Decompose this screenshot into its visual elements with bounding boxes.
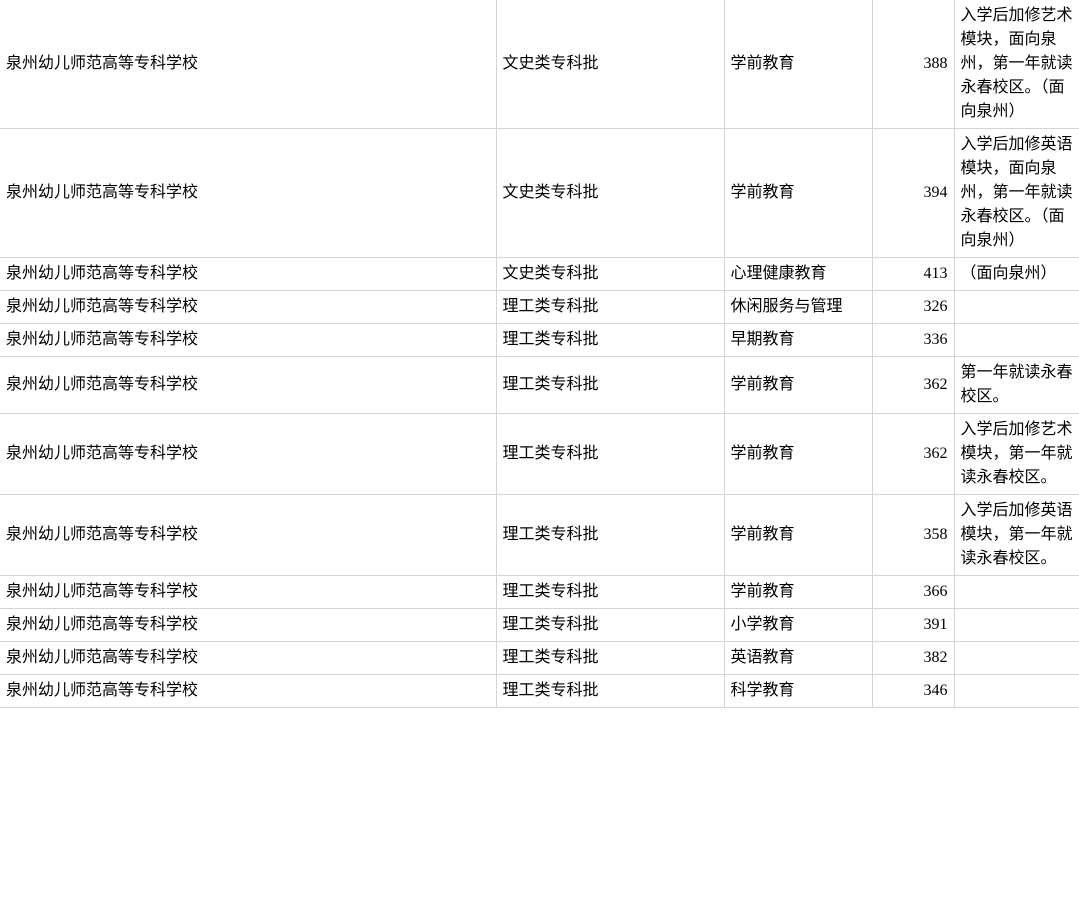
school-cell: 泉州幼儿师范高等专科学校 — [0, 324, 496, 357]
category-cell: 理工类专科批 — [496, 291, 724, 324]
major-cell: 学前教育 — [724, 495, 872, 576]
school-cell: 泉州幼儿师范高等专科学校 — [0, 357, 496, 414]
category-cell: 理工类专科批 — [496, 576, 724, 609]
major-cell: 小学教育 — [724, 609, 872, 642]
category-cell: 理工类专科批 — [496, 414, 724, 495]
category-cell: 文史类专科批 — [496, 129, 724, 258]
score-cell: 358 — [872, 495, 954, 576]
table-row: 泉州幼儿师范高等专科学校理工类专科批早期教育336 — [0, 324, 1079, 357]
table-row: 泉州幼儿师范高等专科学校理工类专科批英语教育382 — [0, 642, 1079, 675]
table-row: 泉州幼儿师范高等专科学校理工类专科批学前教育362第一年就读永春校区。 — [0, 357, 1079, 414]
remark-cell: （面向泉州） — [954, 258, 1079, 291]
school-cell: 泉州幼儿师范高等专科学校 — [0, 414, 496, 495]
table-row: 泉州幼儿师范高等专科学校理工类专科批学前教育358入学后加修英语模块，第一年就读… — [0, 495, 1079, 576]
score-cell: 394 — [872, 129, 954, 258]
remark-cell: 入学后加修艺术模块，面向泉州，第一年就读永春校区。（面向泉州） — [954, 0, 1079, 129]
table-row: 泉州幼儿师范高等专科学校理工类专科批学前教育362入学后加修艺术模块，第一年就读… — [0, 414, 1079, 495]
school-cell: 泉州幼儿师范高等专科学校 — [0, 291, 496, 324]
category-cell: 文史类专科批 — [496, 0, 724, 129]
score-cell: 382 — [872, 642, 954, 675]
major-cell: 英语教育 — [724, 642, 872, 675]
remark-cell — [954, 324, 1079, 357]
table-row: 泉州幼儿师范高等专科学校文史类专科批学前教育388入学后加修艺术模块，面向泉州，… — [0, 0, 1079, 129]
major-cell: 科学教育 — [724, 675, 872, 708]
score-cell: 413 — [872, 258, 954, 291]
category-cell: 理工类专科批 — [496, 642, 724, 675]
major-cell: 学前教育 — [724, 357, 872, 414]
table-row: 泉州幼儿师范高等专科学校理工类专科批小学教育391 — [0, 609, 1079, 642]
category-cell: 理工类专科批 — [496, 675, 724, 708]
score-cell: 388 — [872, 0, 954, 129]
school-cell: 泉州幼儿师范高等专科学校 — [0, 0, 496, 129]
remark-cell — [954, 675, 1079, 708]
category-cell: 理工类专科批 — [496, 609, 724, 642]
school-cell: 泉州幼儿师范高等专科学校 — [0, 642, 496, 675]
remark-cell — [954, 609, 1079, 642]
remark-cell — [954, 642, 1079, 675]
major-cell: 学前教育 — [724, 129, 872, 258]
admission-table: 泉州幼儿师范高等专科学校文史类专科批学前教育388入学后加修艺术模块，面向泉州，… — [0, 0, 1079, 708]
major-cell: 早期教育 — [724, 324, 872, 357]
school-cell: 泉州幼儿师范高等专科学校 — [0, 609, 496, 642]
score-cell: 362 — [872, 357, 954, 414]
remark-cell: 入学后加修英语模块，第一年就读永春校区。 — [954, 495, 1079, 576]
score-cell: 391 — [872, 609, 954, 642]
major-cell: 学前教育 — [724, 414, 872, 495]
school-cell: 泉州幼儿师范高等专科学校 — [0, 258, 496, 291]
school-cell: 泉州幼儿师范高等专科学校 — [0, 675, 496, 708]
category-cell: 理工类专科批 — [496, 324, 724, 357]
score-cell: 366 — [872, 576, 954, 609]
score-cell: 336 — [872, 324, 954, 357]
remark-cell: 入学后加修艺术模块，第一年就读永春校区。 — [954, 414, 1079, 495]
school-cell: 泉州幼儿师范高等专科学校 — [0, 576, 496, 609]
table-row: 泉州幼儿师范高等专科学校文史类专科批学前教育394入学后加修英语模块，面向泉州，… — [0, 129, 1079, 258]
major-cell: 学前教育 — [724, 576, 872, 609]
major-cell: 学前教育 — [724, 0, 872, 129]
score-cell: 326 — [872, 291, 954, 324]
table-body: 泉州幼儿师范高等专科学校文史类专科批学前教育388入学后加修艺术模块，面向泉州，… — [0, 0, 1079, 708]
score-cell: 362 — [872, 414, 954, 495]
remark-cell — [954, 291, 1079, 324]
remark-cell: 入学后加修英语模块，面向泉州，第一年就读永春校区。（面向泉州） — [954, 129, 1079, 258]
category-cell: 文史类专科批 — [496, 258, 724, 291]
school-cell: 泉州幼儿师范高等专科学校 — [0, 495, 496, 576]
major-cell: 休闲服务与管理 — [724, 291, 872, 324]
major-cell: 心理健康教育 — [724, 258, 872, 291]
remark-cell — [954, 576, 1079, 609]
table-row: 泉州幼儿师范高等专科学校理工类专科批休闲服务与管理326 — [0, 291, 1079, 324]
remark-cell: 第一年就读永春校区。 — [954, 357, 1079, 414]
category-cell: 理工类专科批 — [496, 495, 724, 576]
school-cell: 泉州幼儿师范高等专科学校 — [0, 129, 496, 258]
category-cell: 理工类专科批 — [496, 357, 724, 414]
table-row: 泉州幼儿师范高等专科学校理工类专科批科学教育346 — [0, 675, 1079, 708]
table-row: 泉州幼儿师范高等专科学校理工类专科批学前教育366 — [0, 576, 1079, 609]
score-cell: 346 — [872, 675, 954, 708]
table-row: 泉州幼儿师范高等专科学校文史类专科批心理健康教育413（面向泉州） — [0, 258, 1079, 291]
